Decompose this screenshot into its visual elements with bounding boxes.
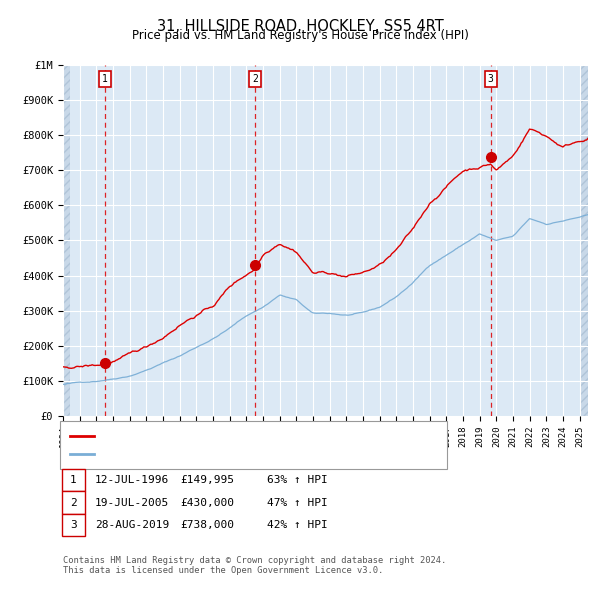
Text: 1: 1 xyxy=(102,74,108,84)
Text: 31, HILLSIDE ROAD, HOCKLEY, SS5 4RT: 31, HILLSIDE ROAD, HOCKLEY, SS5 4RT xyxy=(157,19,443,34)
Text: Contains HM Land Registry data © Crown copyright and database right 2024.
This d: Contains HM Land Registry data © Crown c… xyxy=(63,556,446,575)
Text: Price paid vs. HM Land Registry's House Price Index (HPI): Price paid vs. HM Land Registry's House … xyxy=(131,30,469,42)
Text: 3: 3 xyxy=(488,74,494,84)
Bar xyxy=(63,65,70,416)
Text: 2: 2 xyxy=(253,74,258,84)
Text: 3: 3 xyxy=(70,520,77,530)
Bar xyxy=(581,65,588,416)
Text: 28-AUG-2019: 28-AUG-2019 xyxy=(95,520,169,530)
Text: HPI: Average price, detached house, Rochford: HPI: Average price, detached house, Roch… xyxy=(97,449,372,459)
Text: 31, HILLSIDE ROAD, HOCKLEY, SS5 4RT (detached house): 31, HILLSIDE ROAD, HOCKLEY, SS5 4RT (det… xyxy=(97,431,422,441)
Text: 1: 1 xyxy=(70,476,77,485)
Text: £149,995: £149,995 xyxy=(180,476,234,485)
Text: 2: 2 xyxy=(70,498,77,507)
Text: 42% ↑ HPI: 42% ↑ HPI xyxy=(267,520,328,530)
Text: 12-JUL-1996: 12-JUL-1996 xyxy=(95,476,169,485)
Text: 47% ↑ HPI: 47% ↑ HPI xyxy=(267,498,328,507)
Text: 63% ↑ HPI: 63% ↑ HPI xyxy=(267,476,328,485)
Text: £738,000: £738,000 xyxy=(180,520,234,530)
Text: £430,000: £430,000 xyxy=(180,498,234,507)
Text: 19-JUL-2005: 19-JUL-2005 xyxy=(95,498,169,507)
